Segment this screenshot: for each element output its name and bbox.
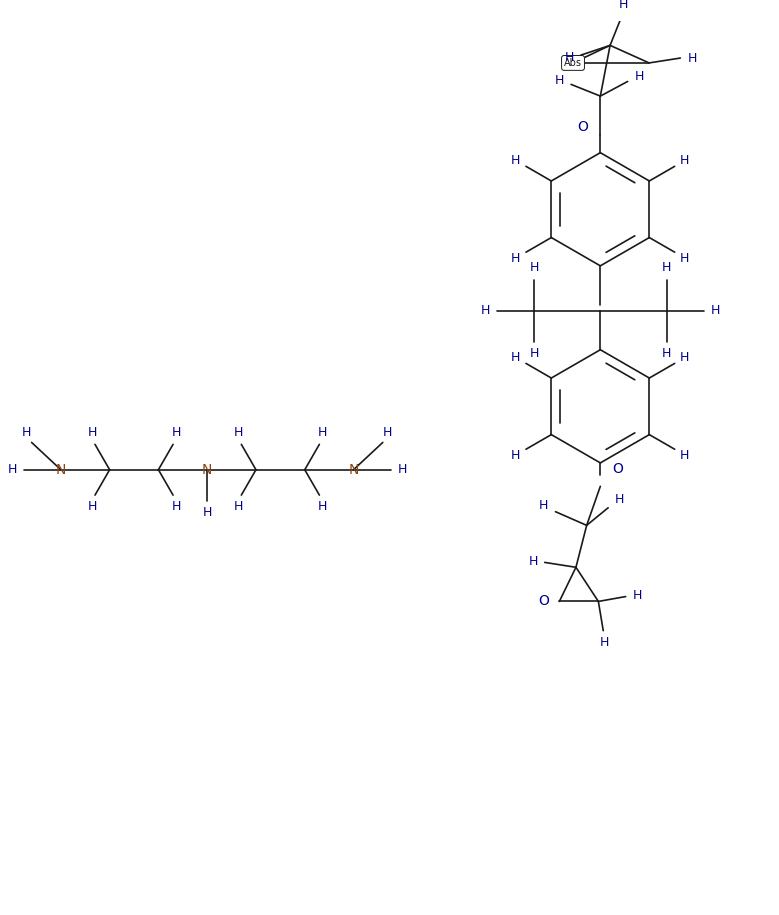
Text: H: H (7, 463, 17, 476)
Text: H: H (710, 304, 720, 318)
Text: O: O (612, 462, 623, 476)
Text: H: H (687, 51, 696, 65)
Text: H: H (680, 448, 689, 461)
Text: H: H (318, 501, 327, 513)
Text: H: H (87, 426, 97, 439)
Text: H: H (662, 262, 671, 274)
Text: H: H (619, 0, 629, 11)
Text: H: H (529, 347, 539, 361)
Text: H: H (635, 70, 644, 83)
Text: H: H (87, 501, 97, 513)
Text: H: H (22, 426, 31, 439)
Text: H: H (203, 506, 212, 519)
Text: N: N (348, 463, 358, 477)
Text: H: H (565, 50, 574, 63)
Text: H: H (397, 463, 407, 476)
Text: H: H (600, 636, 609, 649)
Text: H: H (680, 252, 689, 264)
Text: H: H (383, 426, 393, 439)
Text: H: H (662, 347, 671, 361)
Text: H: H (529, 262, 539, 274)
Text: H: H (171, 501, 181, 513)
Text: H: H (539, 500, 548, 512)
Text: O: O (538, 595, 549, 608)
Text: H: H (511, 351, 520, 364)
Text: H: H (528, 554, 538, 568)
Text: H: H (481, 304, 490, 318)
Text: H: H (318, 426, 327, 439)
Text: N: N (55, 463, 66, 477)
Text: H: H (555, 74, 564, 87)
Text: H: H (171, 426, 181, 439)
Text: H: H (234, 426, 243, 439)
Text: H: H (511, 448, 520, 461)
Text: H: H (680, 154, 689, 167)
Text: H: H (633, 589, 642, 602)
Text: H: H (511, 252, 520, 264)
Text: N: N (202, 463, 213, 477)
Text: H: H (615, 493, 625, 507)
Text: Abs: Abs (564, 58, 582, 68)
Text: H: H (234, 501, 243, 513)
Text: H: H (680, 351, 689, 364)
Text: O: O (577, 120, 588, 135)
Text: H: H (511, 154, 520, 167)
